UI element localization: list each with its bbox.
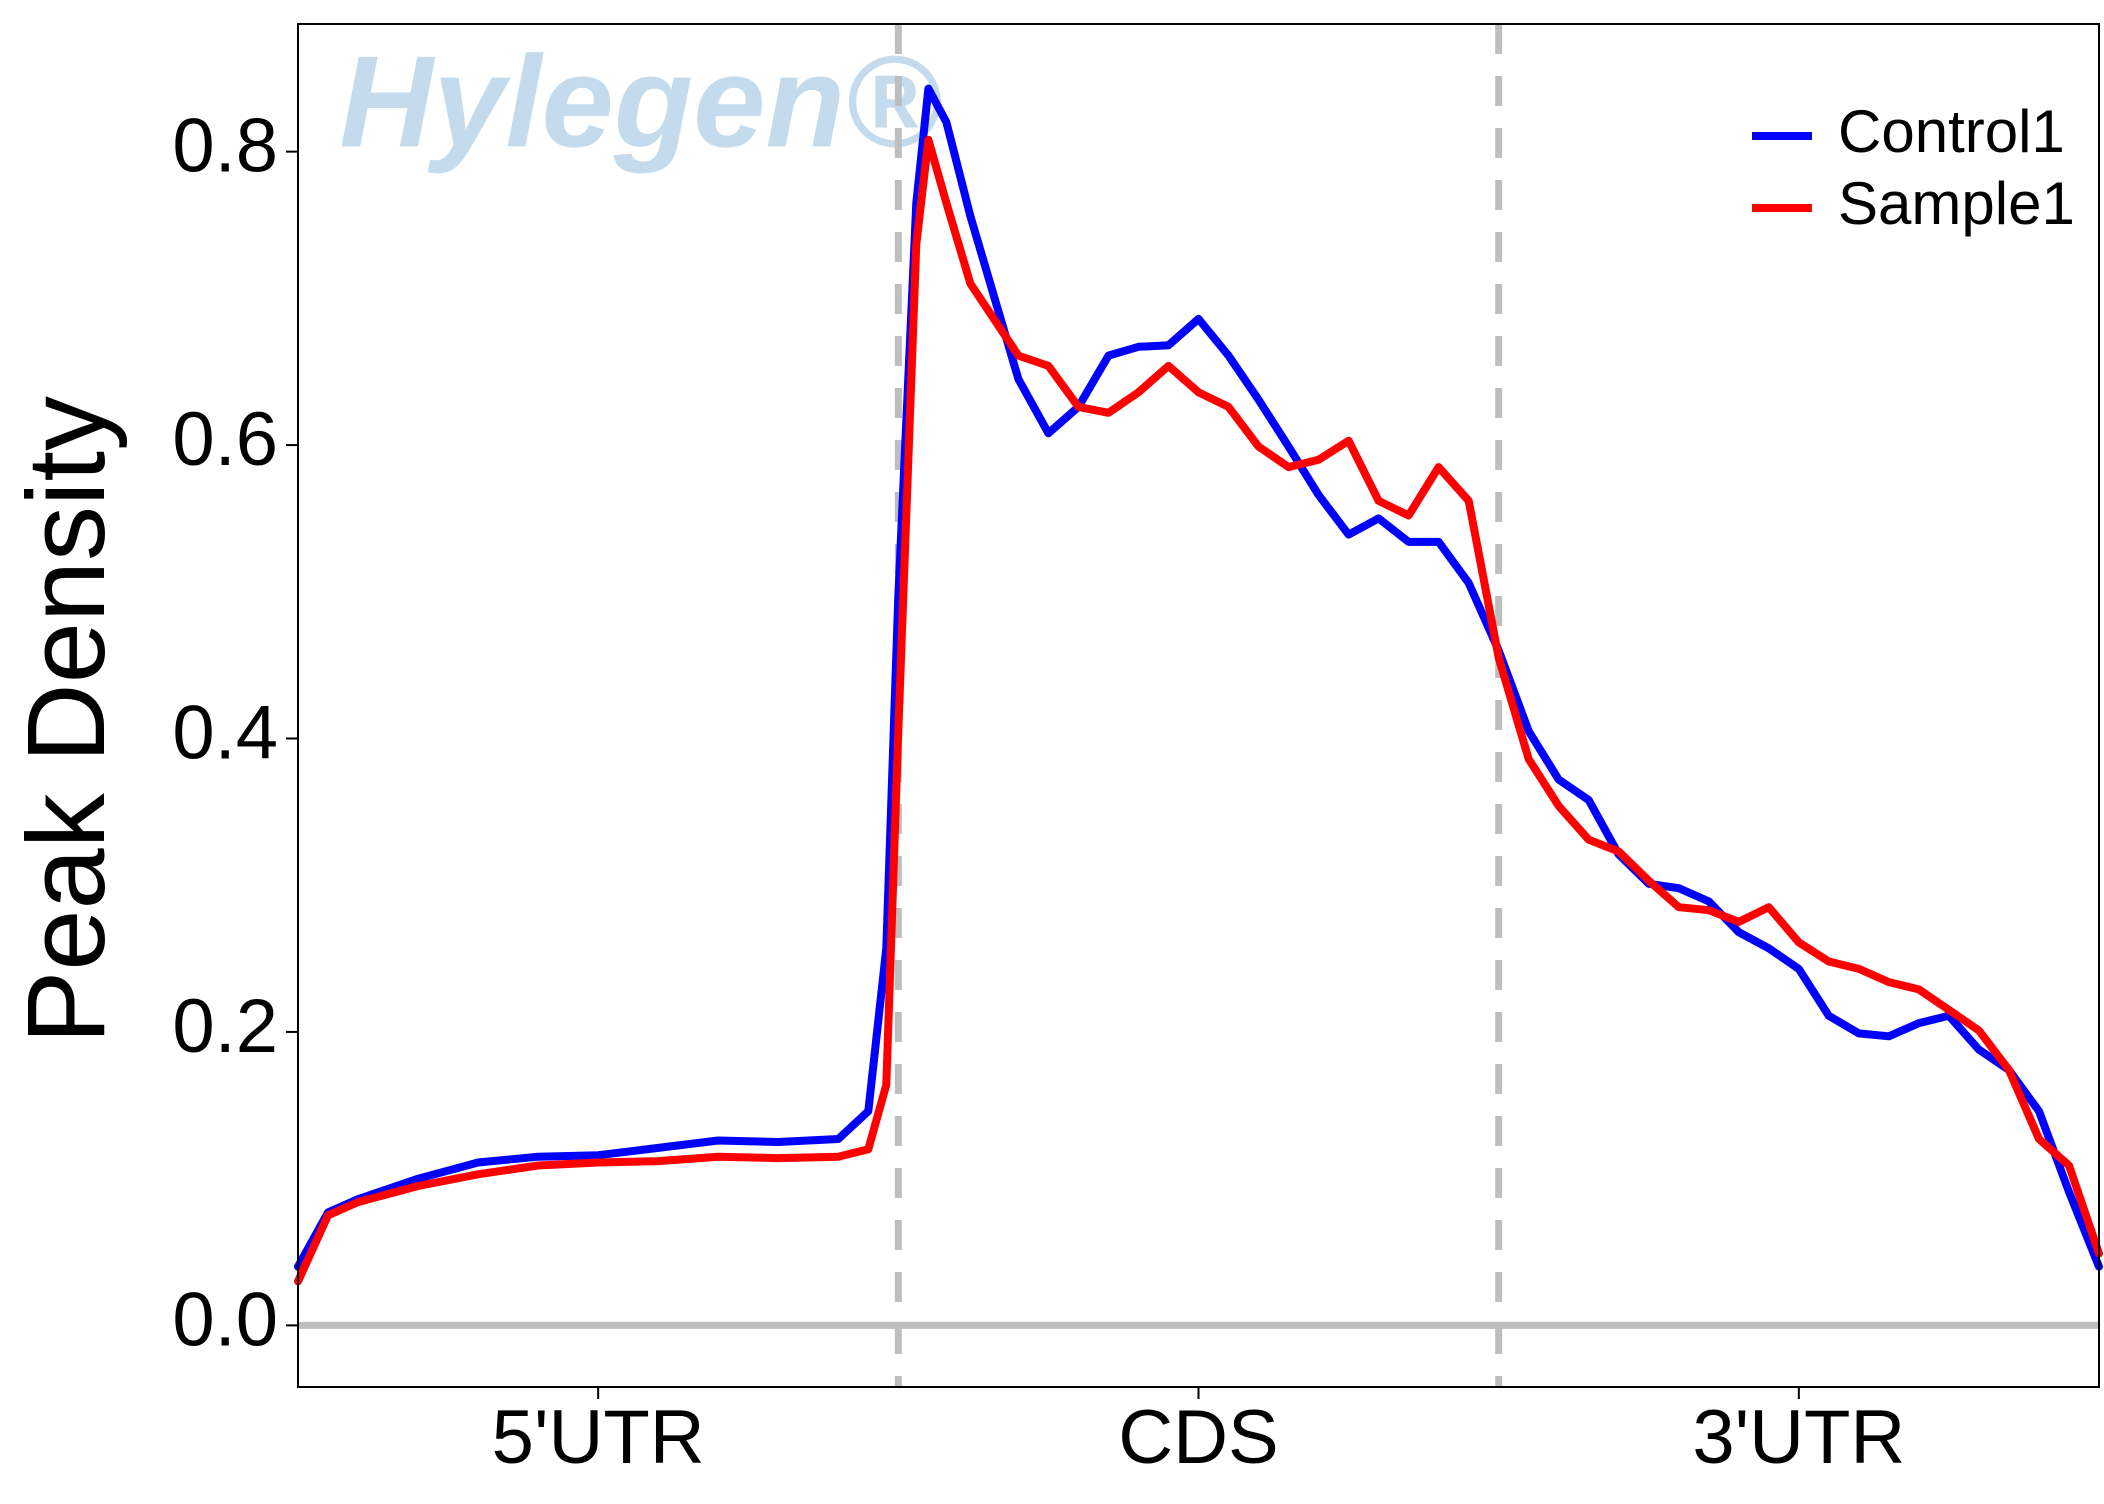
y-tick-label: 0.4	[172, 691, 278, 776]
y-tick-label: 0.8	[172, 104, 278, 189]
legend-label: Sample1	[1838, 170, 2075, 237]
legend-label: Control1	[1838, 98, 2065, 165]
y-tick-label: 0.6	[172, 397, 278, 482]
x-tick-label: 3'UTR	[1692, 1395, 1905, 1480]
series-line	[294, 135, 2103, 1286]
plot-frame	[297, 23, 2100, 1388]
x-tick-label: CDS	[1118, 1395, 1278, 1480]
y-axis-label: Peak Density	[5, 396, 128, 1044]
series-line	[294, 84, 2103, 1271]
x-tick-label: 5'UTR	[492, 1395, 705, 1480]
watermark: Hylegen®	[339, 28, 941, 174]
y-tick-label: 0.2	[172, 984, 278, 1069]
y-tick-label: 0.0	[172, 1277, 278, 1362]
